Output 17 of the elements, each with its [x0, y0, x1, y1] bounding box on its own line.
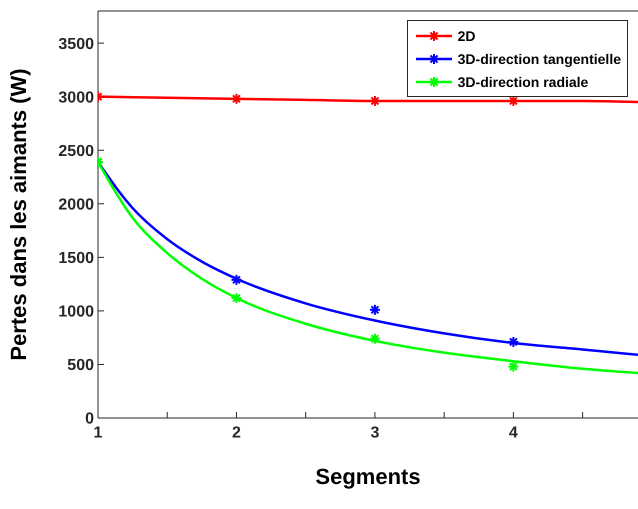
- legend-label: 3D-direction tangentielle: [458, 50, 621, 66]
- y-tick-label: 3000: [58, 89, 94, 106]
- y-tick-label: 1000: [58, 304, 94, 321]
- y-tick-label: 2500: [58, 142, 94, 160]
- y-axis-title: Pertes dans les aimants (W): [6, 68, 31, 361]
- y-tick-label: 3500: [58, 36, 94, 53]
- legend-label: 3D-direction radiale: [458, 74, 588, 90]
- x-tick-label: 1: [94, 424, 103, 442]
- y-tick-label: 0: [85, 410, 94, 428]
- y-tick-label: 500: [67, 357, 94, 374]
- x-axis-title: Segments: [315, 464, 421, 489]
- x-tick-label: 4: [508, 424, 518, 442]
- y-tick-label: 1500: [58, 250, 94, 268]
- y-tick-label: 2000: [58, 196, 94, 214]
- x-tick-label: 3: [370, 424, 380, 442]
- legend-label: 2D: [458, 28, 476, 44]
- x-tick-label: 2: [232, 424, 242, 442]
